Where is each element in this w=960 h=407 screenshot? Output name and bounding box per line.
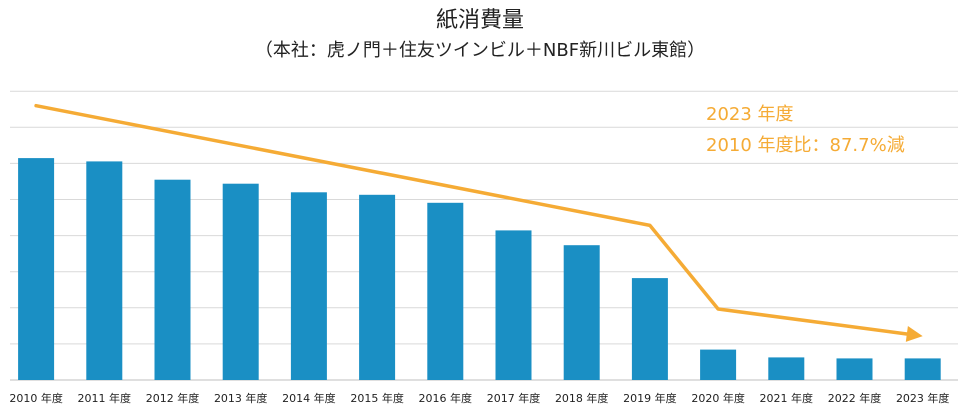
bar-2019年度 bbox=[631, 278, 668, 380]
bar-2010年度 bbox=[18, 158, 55, 380]
bar-2017年度 bbox=[495, 230, 532, 380]
x-tick-label: 2019 年度 bbox=[623, 391, 677, 405]
annotation-line-1: 2023 年度 bbox=[706, 104, 794, 125]
trend-line bbox=[34, 103, 909, 336]
chart-title: 紙消費量 bbox=[436, 8, 524, 33]
bar-2018年度 bbox=[563, 245, 600, 380]
x-tick-label: 2013 年度 bbox=[214, 391, 268, 405]
x-tick-label: 2022 年度 bbox=[828, 391, 882, 405]
x-tick-label: 2018 年度 bbox=[555, 391, 609, 405]
x-tick-labels: 2010 年度 2011 年度 2012 年度 2013 年度 2014 年度 2015 … bbox=[9, 391, 949, 405]
bar-2021年度 bbox=[768, 357, 805, 380]
x-tick-label: 2023 年度 bbox=[896, 391, 950, 405]
bar-2011年度 bbox=[86, 161, 123, 380]
chart-subtitle: （本社：虎ノ門＋住友ツインビル＋NBF新川ビル東館） bbox=[255, 40, 705, 61]
x-tick-label: 2021 年度 bbox=[760, 391, 814, 405]
bars bbox=[18, 158, 941, 380]
bar-2014年度 bbox=[290, 192, 327, 380]
x-tick-label: 2016 年度 bbox=[419, 391, 473, 405]
trend-arrowhead bbox=[905, 326, 923, 342]
x-tick-label: 2015 年度 bbox=[350, 391, 404, 405]
x-tick-label: 2014 年度 bbox=[282, 391, 336, 405]
x-tick-label: 2017 年度 bbox=[487, 391, 541, 405]
bar-2022年度 bbox=[836, 358, 873, 380]
bar-2020年度 bbox=[700, 349, 737, 380]
bar-2016年度 bbox=[427, 202, 464, 380]
bar-2012年度 bbox=[154, 179, 191, 380]
x-tick-label: 2012 年度 bbox=[146, 391, 200, 405]
annotation-line-2: 2010 年度比：87.7%減 bbox=[706, 135, 905, 156]
bar-2023年度 bbox=[904, 358, 941, 380]
x-tick-label: 2020 年度 bbox=[691, 391, 745, 405]
trend-arrow bbox=[34, 103, 923, 342]
bar-2013年度 bbox=[222, 183, 259, 380]
x-tick-label: 2010 年度 bbox=[9, 391, 63, 405]
x-tick-label: 2011 年度 bbox=[78, 391, 132, 405]
bar-2015年度 bbox=[359, 194, 396, 380]
